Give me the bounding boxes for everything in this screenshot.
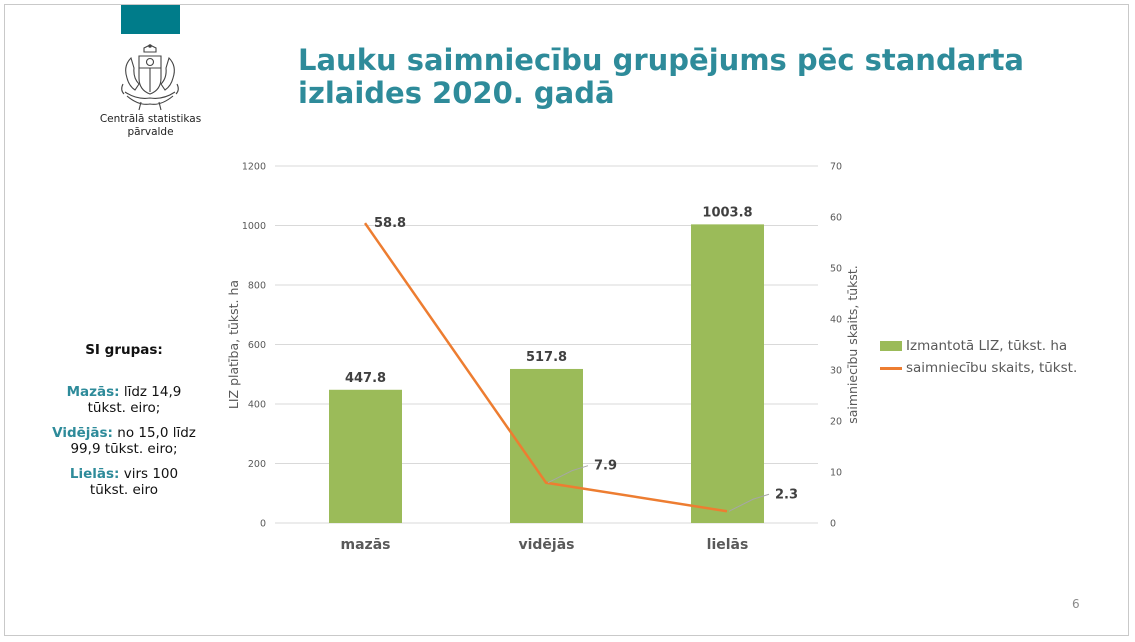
groups-heading: SI grupas:	[85, 342, 163, 358]
y2-tick-label: 40	[830, 315, 842, 326]
bar	[691, 224, 764, 523]
title-line2: izlaides 2020. gadā	[298, 76, 615, 110]
line-data-label: 58.8	[374, 216, 406, 231]
group-text: līdz 14,9 tūkst. eiro;	[87, 384, 182, 416]
groups-panel: SI grupas: Mazās: līdz 14,9 tūkst. eiro;…	[50, 342, 198, 507]
legend-swatch-line	[880, 366, 902, 370]
y-tick-label: 400	[248, 400, 266, 411]
x-category-label: mazās	[341, 537, 391, 553]
leader-line	[728, 493, 770, 512]
group-name: Mazās:	[66, 384, 120, 400]
group-item-medium: Vidējās: no 15,0 līdz 99,9 tūkst. eiro;	[50, 425, 198, 457]
group-name: Vidējās:	[52, 425, 113, 441]
group-item-small: Mazās: līdz 14,9 tūkst. eiro;	[50, 384, 198, 416]
y-tick-label: 800	[248, 281, 266, 292]
y2-tick-label: 50	[830, 264, 842, 275]
group-text: virs 100 tūkst. eiro	[89, 466, 179, 498]
y2-tick-label: 30	[830, 366, 842, 377]
accent-tab	[121, 5, 180, 34]
y-axis-title: LIZ platība, tūkst. ha	[226, 280, 241, 409]
line-data-label: 2.3	[775, 487, 798, 502]
leader-line	[547, 465, 589, 484]
line-series	[363, 222, 728, 513]
y2-tick-label: 60	[830, 213, 842, 224]
group-name: Lielās:	[69, 466, 120, 482]
bar	[510, 368, 583, 523]
y-tick-label: 600	[248, 340, 266, 351]
y2-axis-title: saimniecību skaits, tūkst.	[845, 265, 860, 424]
legend-item-line: saimniecību skaits, tūkst.	[880, 357, 1077, 379]
slide	[4, 4, 1129, 636]
group-text: no 15,0 līdz 99,9 tūkst. eiro;	[70, 425, 196, 457]
organization-name: Centrālā statistikas pārvalde	[88, 113, 213, 139]
y-tick-label: 1000	[242, 221, 266, 232]
y-tick-label: 1200	[242, 162, 266, 173]
coat-of-arms-logo	[121, 44, 179, 111]
line-data-label: 7.9	[594, 459, 617, 474]
page-number: 6	[1072, 597, 1080, 611]
organization-name-line1: Centrālā statistikas	[99, 113, 202, 125]
x-category-label: lielās	[707, 537, 749, 553]
y2-tick-label: 20	[830, 417, 842, 428]
bar-data-label: 1003.8	[702, 205, 752, 220]
y-tick-label: 200	[248, 459, 266, 470]
title-line1: Lauku saimniecību grupējums pēc standart…	[298, 43, 1025, 77]
y-tick-label: 0	[260, 519, 266, 530]
organization-name-line2: pārvalde	[127, 126, 174, 138]
bar	[329, 389, 402, 523]
page-title: Lauku saimniecību grupējums pēc standart…	[298, 44, 1058, 110]
legend-swatch-bar	[880, 341, 902, 351]
y2-tick-label: 0	[830, 519, 836, 530]
group-item-large: Lielās: virs 100 tūkst. eiro	[50, 466, 198, 498]
legend-label-bar: Izmantotā LIZ, tūkst. ha	[906, 338, 1068, 354]
legend-label-line: saimniecību skaits, tūkst.	[906, 360, 1078, 376]
y2-tick-label: 10	[830, 468, 842, 479]
x-category-label: vidējās	[518, 537, 574, 553]
legend-item-bar: Izmantotā LIZ, tūkst. ha	[880, 335, 1077, 357]
y2-tick-label: 70	[830, 162, 842, 173]
chart-legend: Izmantotā LIZ, tūkst. ha saimniecību ska…	[880, 335, 1077, 379]
bar-data-label: 517.8	[526, 350, 567, 365]
bar-data-label: 447.8	[345, 371, 386, 386]
